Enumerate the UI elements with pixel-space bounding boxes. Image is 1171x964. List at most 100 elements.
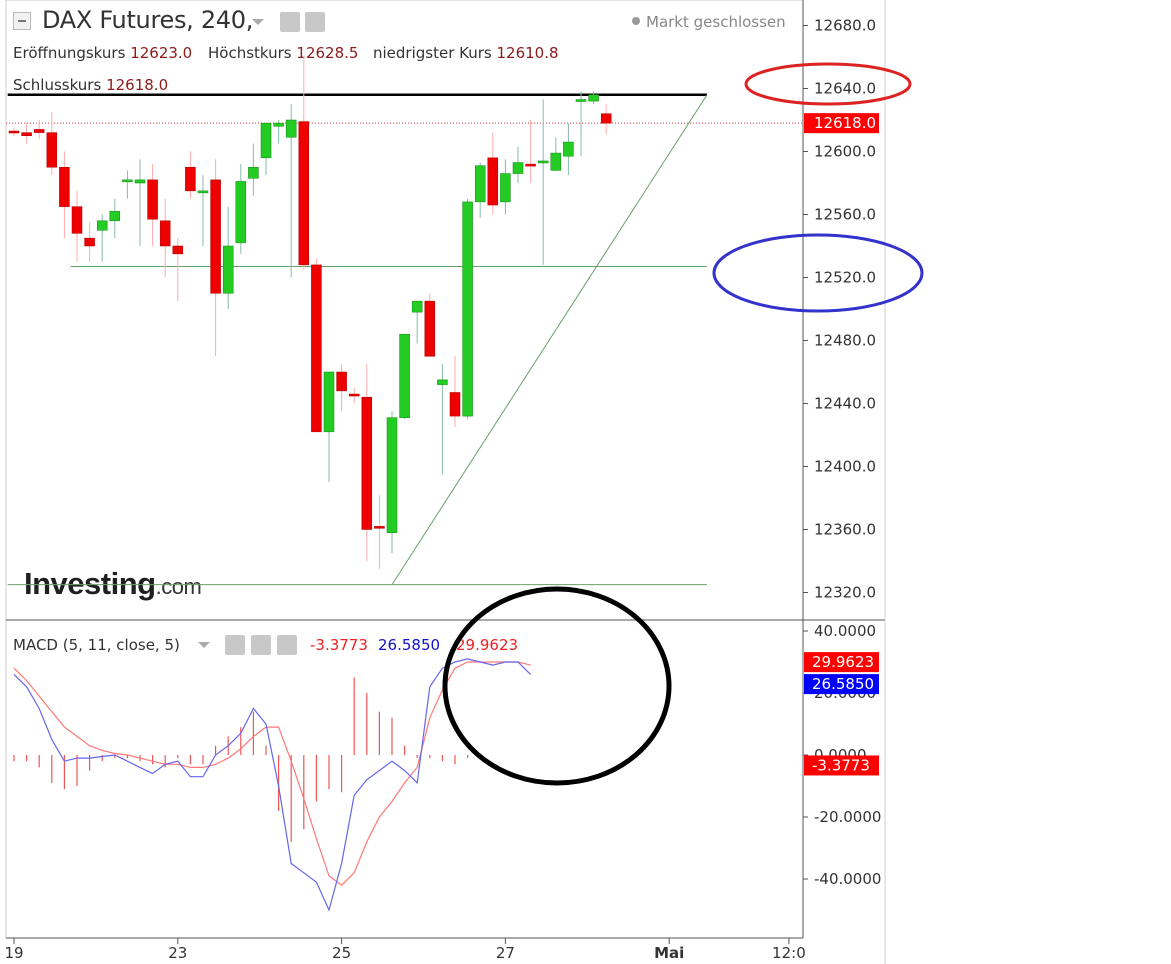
time-tick-label: 12:0 [772, 944, 806, 962]
macd-line [13, 658, 532, 912]
market-status: Markt geschlossen [632, 13, 786, 31]
last-price-tag-text: 12618.0 [814, 114, 876, 132]
close-icon[interactable] [277, 635, 297, 655]
ascending-trend-line [391, 94, 708, 585]
logo-suffix: .com [155, 574, 202, 599]
candle-down [210, 179, 221, 294]
candle-up [462, 201, 473, 417]
candle-up [323, 371, 335, 433]
macd-tick-label: -20.0000 [814, 808, 881, 826]
candle-down [600, 113, 612, 124]
candle-up [248, 167, 259, 179]
low-value: 12610.8 [496, 44, 559, 62]
price-tick-label: 12320.0 [814, 584, 876, 602]
price-tick-label: 12480.0 [814, 332, 876, 350]
macd-hist-value: -3.3773 [310, 636, 368, 654]
candle-down [336, 371, 347, 392]
candle-up [285, 119, 297, 138]
blue-annotation-circle [712, 233, 924, 313]
candle-down [449, 392, 461, 417]
ohlc-open: Eröffnungskurs 12623.0 [13, 44, 192, 62]
price-tick-label: 12400.0 [814, 458, 876, 476]
price-tick-label: 12560.0 [814, 206, 876, 224]
candle-up [512, 162, 524, 174]
ohlc-high: Höchstkurs 12628.5 [208, 44, 358, 62]
eye-icon[interactable] [225, 635, 245, 655]
candle-up [500, 173, 511, 203]
price-tick-label: 12360.0 [814, 521, 876, 539]
signal-value-tag [804, 652, 879, 673]
candle-down [21, 132, 32, 137]
price-tick-label: 12520.0 [814, 269, 876, 287]
high-label: Höchstkurs [208, 44, 292, 62]
candle-up [222, 245, 234, 294]
candle-down [84, 237, 95, 247]
market-status-text: Markt geschlossen [646, 13, 786, 31]
signal-line [13, 661, 531, 886]
ohlc-close: Schlusskurs 12618.0 [13, 76, 168, 94]
chevron-down-icon[interactable] [252, 19, 264, 25]
candle-up [575, 99, 587, 102]
candle-up [537, 160, 549, 164]
open-value: 12623.0 [130, 44, 193, 62]
black-annotation-circle [442, 586, 672, 786]
gear-icon[interactable] [251, 635, 271, 655]
open-label: Eröffnungskurs [13, 44, 126, 62]
candle-down [487, 157, 499, 206]
candle-up [260, 122, 272, 159]
investing-logo: Investing.com [24, 566, 202, 602]
candle-down [172, 245, 184, 255]
candle-down [33, 129, 45, 133]
time-tick-label: 23 [168, 944, 187, 962]
candle-down [46, 132, 58, 168]
candle-down [185, 167, 196, 192]
candle-down [8, 130, 20, 134]
time-tick-label: 19 [4, 944, 23, 962]
last-price-tag [804, 113, 879, 134]
eye-icon[interactable] [280, 12, 300, 32]
macd-line-value: 26.5850 [378, 636, 441, 654]
high-value: 12628.5 [296, 44, 359, 62]
red-annotation-circle [744, 62, 912, 106]
candle-down [361, 396, 373, 530]
gear-icon[interactable] [305, 12, 325, 32]
candle-up [399, 333, 410, 418]
macd-tick-label: -40.0000 [814, 870, 881, 888]
candle-down [525, 163, 536, 167]
candle-down [147, 179, 158, 220]
candle-up [235, 181, 247, 244]
candle-up [411, 300, 423, 313]
candle-down [424, 300, 436, 357]
histogram-value-tag-text: -3.3773 [812, 756, 870, 774]
macd-value-tag-text: 26.5850 [812, 675, 874, 693]
candle-up [474, 165, 486, 203]
time-tick-label: Mai [654, 944, 684, 962]
close-label: Schlusskurs [13, 76, 102, 94]
candle-down [159, 220, 171, 247]
chart-title: DAX Futures, 240, [42, 6, 254, 34]
price-tick-label: 12600.0 [814, 143, 876, 161]
candle-up [134, 179, 146, 184]
candle-up [109, 211, 121, 222]
macd-value-tag [804, 674, 879, 695]
price-tick-label: 12680.0 [814, 17, 876, 35]
candle-up [386, 417, 398, 533]
price-tick-label: 12440.0 [814, 395, 876, 413]
time-tick-label: 27 [496, 944, 515, 962]
candle-up [588, 94, 599, 102]
candle-down [374, 526, 385, 529]
candle-down [348, 393, 360, 397]
candle-up [122, 179, 133, 183]
chevron-down-icon[interactable] [198, 642, 210, 648]
chart-frame [5, 0, 804, 939]
collapse-icon[interactable] [13, 12, 31, 30]
candle-down [59, 167, 70, 207]
candle-up [96, 220, 108, 231]
status-dot-icon [632, 17, 640, 25]
candle-down [311, 264, 322, 433]
histogram-value-tag [804, 755, 879, 776]
macd-tick-label: 40.0000 [814, 622, 876, 640]
candle-up [437, 379, 448, 385]
ohlc-low: niedrigster Kurs 12610.8 [373, 44, 559, 62]
